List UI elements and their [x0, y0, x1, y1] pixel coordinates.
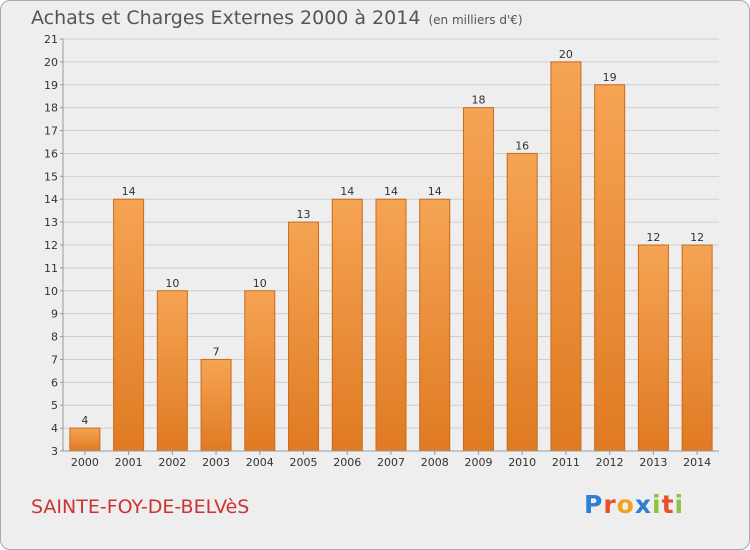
y-tick-label: 9 — [51, 308, 58, 321]
bar-2006 — [331, 198, 363, 452]
x-tick-label: 2005 — [290, 456, 318, 469]
y-tick-label: 14 — [44, 193, 58, 206]
value-label: 10 — [165, 277, 179, 290]
value-label: 13 — [297, 208, 311, 221]
bar-2004 — [244, 290, 276, 452]
value-label: 10 — [253, 277, 267, 290]
logo-letter: i — [652, 490, 662, 519]
y-tick-label: 20 — [44, 56, 58, 69]
y-tick-label: 6 — [51, 376, 58, 389]
bar-2002 — [156, 290, 188, 452]
chart-title: Achats et Charges Externes 2000 à 2014 (e… — [31, 7, 523, 29]
y-tick-label: 17 — [44, 125, 58, 138]
x-tick-label: 2013 — [639, 456, 667, 469]
y-tick-label: 16 — [44, 147, 58, 160]
title-text: Achats et Charges Externes 2000 à 2014 — [31, 7, 421, 29]
bar-2014 — [681, 244, 713, 452]
value-label: 12 — [690, 231, 704, 244]
y-tick-label: 15 — [44, 170, 58, 183]
bars: 4 14 10 7 10 13 14 14 14 18 16 20 19 12 12 — [69, 48, 713, 452]
x-tick-label: 2000 — [71, 456, 99, 469]
bar-2005 — [288, 221, 320, 452]
y-tick-label: 4 — [51, 422, 58, 435]
x-tick-label: 2001 — [115, 456, 143, 469]
y-tick-label: 18 — [44, 102, 58, 115]
bar-2000 — [69, 427, 101, 452]
bar-2001 — [113, 198, 145, 452]
logo-letter: P — [584, 490, 604, 519]
y-tick-label: 12 — [44, 239, 58, 252]
value-label: 20 — [559, 48, 573, 61]
bar-2012 — [594, 84, 626, 452]
x-tick-label: 2011 — [552, 456, 580, 469]
y-tick-label: 21 — [44, 33, 58, 46]
value-label: 19 — [603, 71, 617, 84]
y-tick-label: 5 — [51, 399, 58, 412]
value-label: 18 — [471, 94, 485, 107]
x-tick-label: 2006 — [333, 456, 361, 469]
bar-2010 — [506, 152, 538, 452]
x-tick-label: 2009 — [464, 456, 492, 469]
commune-name: SAINTE-FOY-DE-BELVèS — [31, 496, 250, 518]
bar-2007 — [375, 198, 407, 452]
logo-letter: x — [634, 490, 652, 519]
axes: 3 4 5 6 7 8 9 10 11 12 13 14 15 16 17 18 19 20 21 2000 2001 2… — [44, 33, 719, 469]
value-label: 4 — [81, 414, 88, 427]
x-tick-label: 2007 — [377, 456, 405, 469]
bar-2013 — [637, 244, 669, 452]
unit-label: (en milliers d'€) — [428, 13, 523, 27]
bar-2011 — [550, 61, 582, 452]
value-label: 16 — [515, 139, 529, 152]
logo-letter: i — [674, 490, 685, 519]
y-tick-label: 11 — [44, 262, 58, 275]
y-tick-label: 3 — [51, 445, 58, 458]
value-label: 7 — [213, 345, 220, 358]
logo-letter: o — [616, 490, 635, 519]
x-tick-label: 2003 — [202, 456, 230, 469]
value-label: 14 — [384, 185, 398, 198]
x-tick-label: 2008 — [421, 456, 449, 469]
value-label: 14 — [428, 185, 442, 198]
y-tick-label: 10 — [44, 285, 58, 298]
x-tick-label: 2004 — [246, 456, 274, 469]
y-tick-label: 19 — [44, 79, 58, 92]
y-tick-label: 7 — [51, 353, 58, 366]
bar-2003 — [200, 358, 232, 452]
logo-letter: t — [661, 490, 675, 519]
bar-2008 — [419, 198, 451, 452]
logo-letter: r — [603, 490, 617, 519]
value-label: 14 — [340, 185, 354, 198]
y-tick-label: 13 — [44, 216, 58, 229]
x-tick-label: 2012 — [596, 456, 624, 469]
bar-2009 — [462, 107, 494, 452]
value-label: 14 — [122, 185, 136, 198]
x-tick-label: 2010 — [508, 456, 536, 469]
proxiti-logo[interactable]: Proxiti — [584, 490, 684, 519]
y-tick-label: 8 — [51, 331, 58, 344]
x-tick-label: 2002 — [158, 456, 186, 469]
value-label: 12 — [646, 231, 660, 244]
x-tick-label: 2014 — [683, 456, 711, 469]
